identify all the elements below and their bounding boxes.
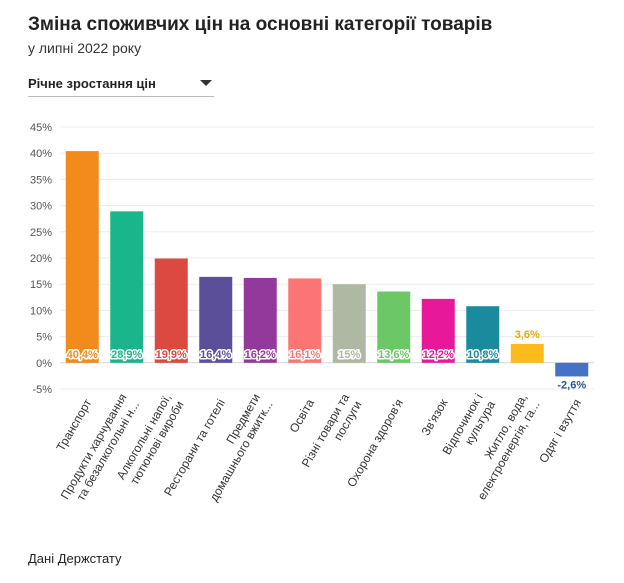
y-tick-label: 40% bbox=[30, 148, 52, 160]
data-label: 15% bbox=[338, 349, 360, 361]
x-tick-label-line: Освіта bbox=[287, 396, 317, 435]
bar bbox=[110, 211, 144, 363]
bar bbox=[199, 276, 233, 363]
metric-dropdown[interactable]: Річне зростання цін bbox=[28, 70, 214, 97]
y-tick-label: 15% bbox=[30, 279, 52, 291]
data-label-halo: 16,2% bbox=[245, 349, 276, 361]
y-tick-label: 35% bbox=[30, 174, 52, 186]
bar bbox=[377, 291, 411, 363]
data-label: -2,6% bbox=[557, 379, 586, 391]
bar bbox=[288, 278, 322, 363]
data-label: 40,4% bbox=[67, 349, 98, 361]
x-tick-label-line: Зв'язок bbox=[419, 396, 451, 438]
data-label: 13,6% bbox=[378, 349, 409, 361]
bar bbox=[421, 298, 455, 363]
chart-title: Зміна споживчих цін на основні категорії… bbox=[28, 14, 493, 35]
y-tick-label: 25% bbox=[30, 227, 52, 239]
data-label-halo: 19,9% bbox=[156, 349, 187, 361]
data-label: 16,1% bbox=[289, 349, 320, 361]
data-label: 12,2% bbox=[423, 349, 454, 361]
data-label: 16,2% bbox=[245, 349, 276, 361]
dropdown-selected-value: Річне зростання цін bbox=[28, 76, 156, 91]
y-tick-label: 45% bbox=[30, 122, 52, 134]
data-label-halo: 40,4% bbox=[67, 349, 98, 361]
y-tick-label: 10% bbox=[30, 305, 52, 317]
data-label-halo: 15% bbox=[338, 349, 360, 361]
data-label-halo: 16,1% bbox=[289, 349, 320, 361]
data-label: 19,9% bbox=[156, 349, 187, 361]
data-label-halo: 13,6% bbox=[378, 349, 409, 361]
y-tick-label: 0% bbox=[36, 358, 52, 370]
x-tick-label: Предметидомашнього вжитк... bbox=[194, 391, 275, 504]
chart-subtitle: у липні 2022 року bbox=[28, 40, 142, 56]
bar-chart: -5%0%5%10%15%20%25%30%35%40%45%40,4%40,4… bbox=[30, 122, 594, 504]
data-label-halo: 28,9% bbox=[111, 349, 142, 361]
data-label: 3,6% bbox=[515, 329, 540, 341]
source-note: Дані Держстату bbox=[28, 551, 122, 566]
y-tick-label: 30% bbox=[30, 201, 52, 213]
x-tick-label: Одяг і взуття bbox=[536, 397, 584, 466]
data-label: 28,9% bbox=[111, 349, 142, 361]
bar bbox=[332, 284, 366, 363]
bar bbox=[555, 362, 589, 377]
data-label-halo: 10,8% bbox=[467, 349, 498, 361]
data-label-halo: 12,2% bbox=[423, 349, 454, 361]
chevron-down-icon bbox=[200, 80, 212, 86]
bar bbox=[154, 258, 188, 363]
x-tick-label-line: Одяг і взуття bbox=[536, 397, 584, 466]
y-tick-label: 5% bbox=[36, 332, 52, 344]
bar bbox=[466, 306, 500, 363]
y-tick-label: 20% bbox=[30, 253, 52, 265]
data-label: 16,4% bbox=[200, 349, 231, 361]
data-label: 10,8% bbox=[467, 349, 498, 361]
bar bbox=[510, 343, 544, 363]
x-tick-label: Зв'язок bbox=[419, 396, 451, 438]
bar bbox=[65, 151, 99, 363]
bar bbox=[243, 277, 277, 363]
x-tick-label: Освіта bbox=[287, 396, 317, 435]
y-tick-label: -5% bbox=[32, 384, 52, 396]
data-label-halo: 16,4% bbox=[200, 349, 231, 361]
